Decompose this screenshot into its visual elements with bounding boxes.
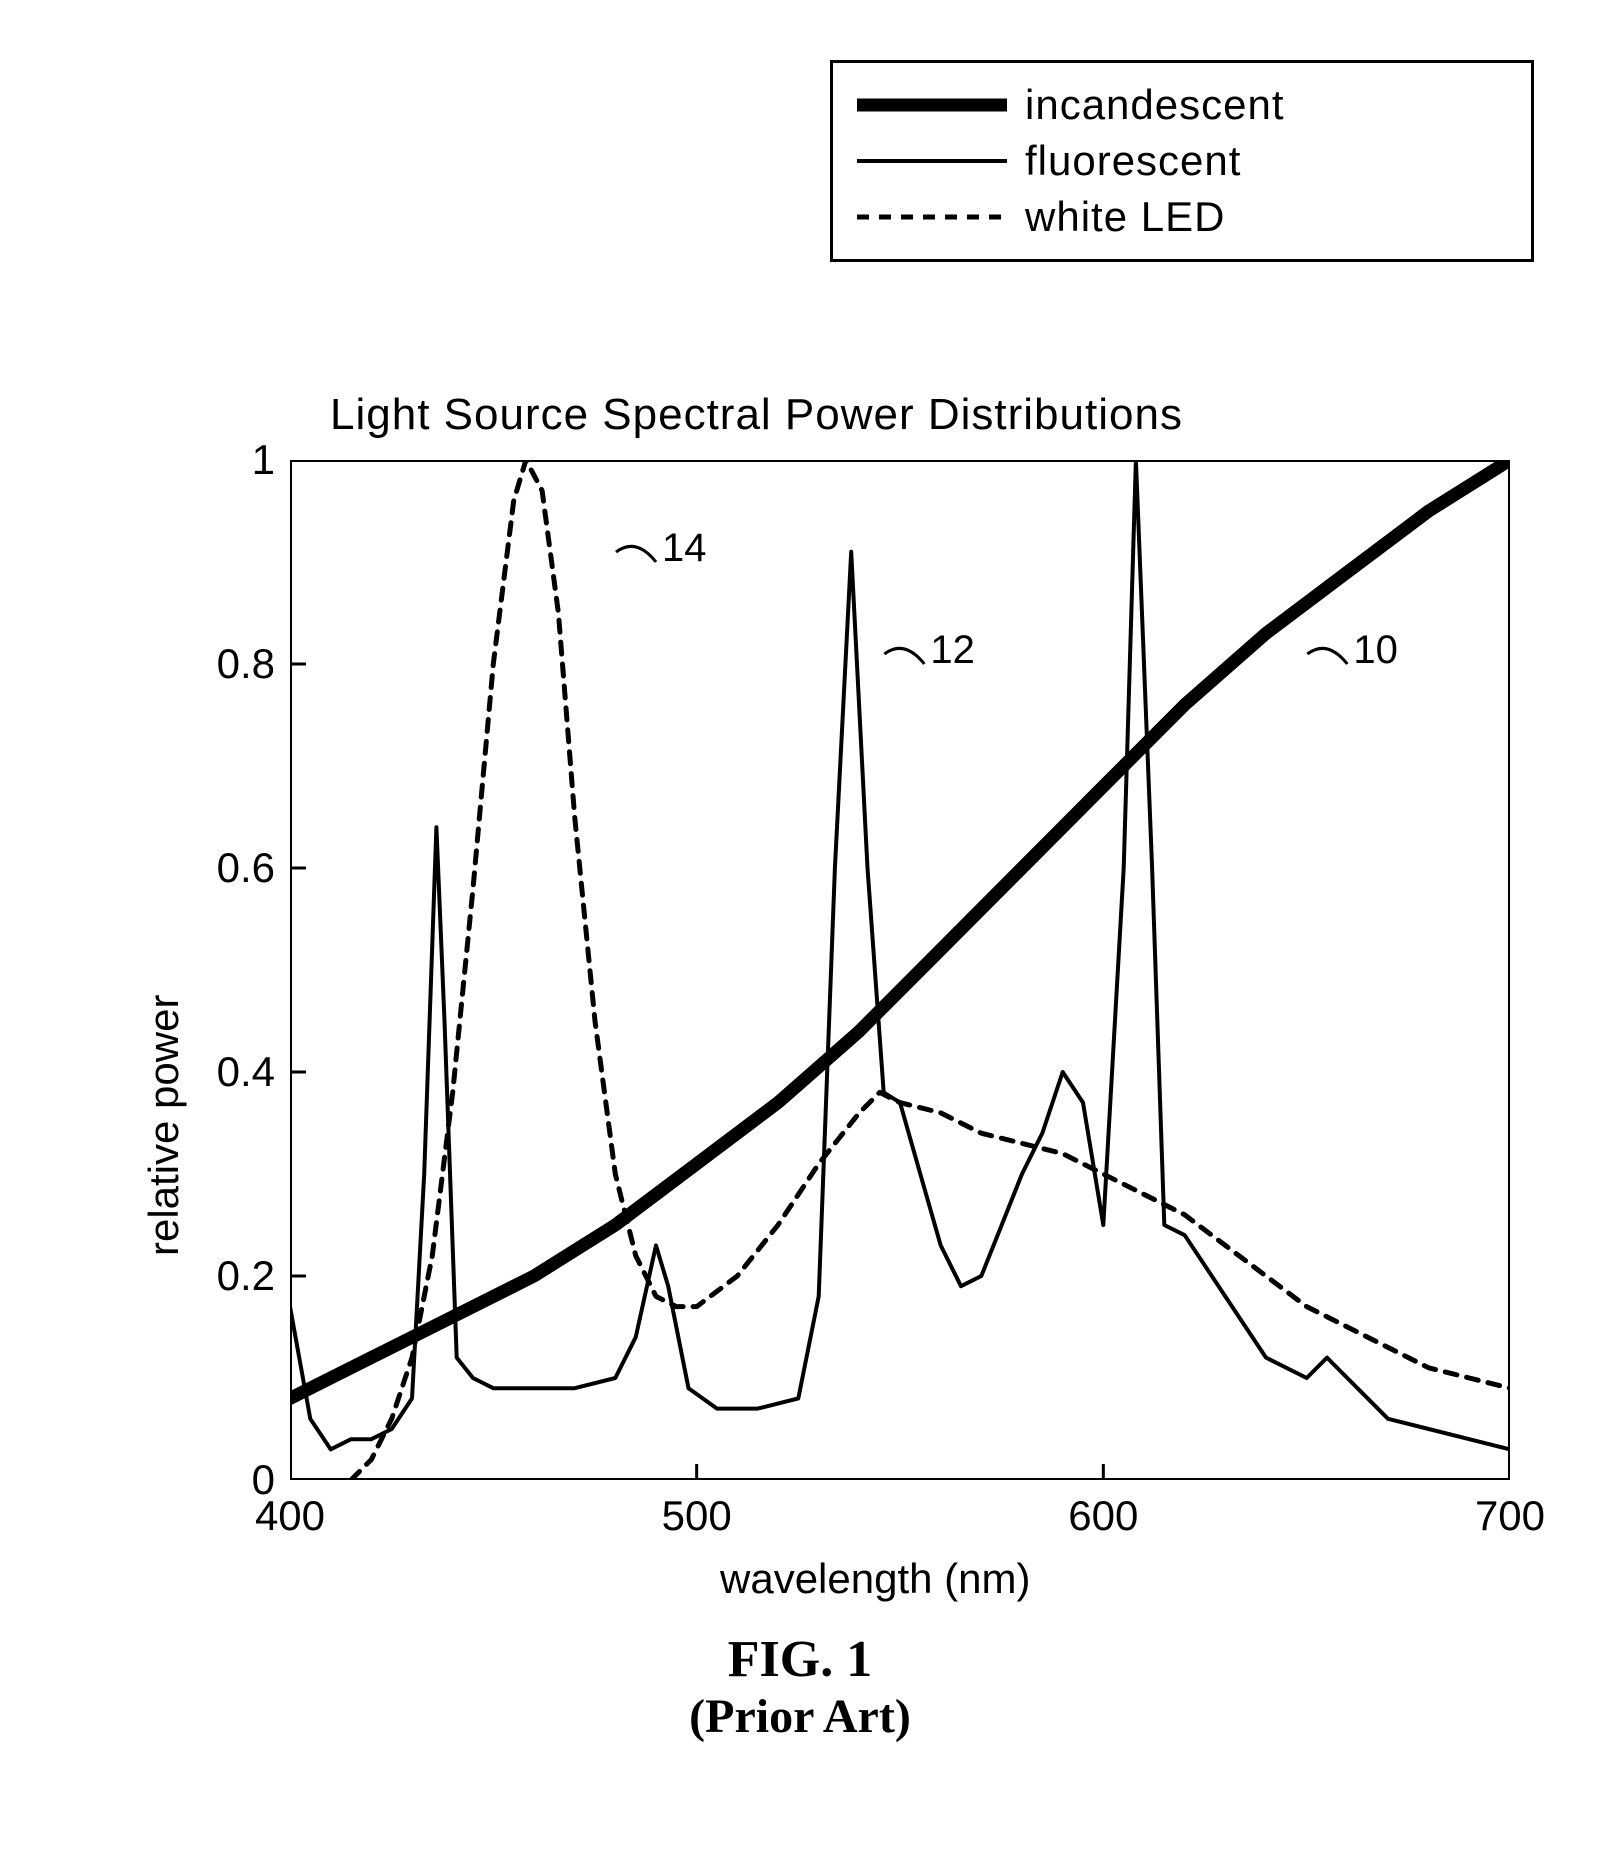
ytick-0.4: 0.4	[195, 1048, 275, 1096]
annotation-white_led: 14	[662, 526, 707, 571]
legend-label-fluorescent: fluorescent	[1025, 137, 1241, 185]
plot-area	[290, 460, 1510, 1480]
series-incandescent	[290, 460, 1510, 1398]
ytick-0.6: 0.6	[195, 844, 275, 892]
y-axis-label: relative power	[140, 994, 188, 1255]
xtick-500: 500	[652, 1492, 742, 1540]
caption-line2: (Prior Art)	[60, 1689, 1540, 1744]
ytick-0: 0	[195, 1456, 275, 1504]
legend-item-white_led: white LED	[857, 189, 1507, 245]
figure-caption: FIG. 1 (Prior Art)	[60, 1630, 1540, 1744]
legend-label-incandescent: incandescent	[1025, 81, 1285, 129]
ytick-0.2: 0.2	[195, 1252, 275, 1300]
series-white_led	[351, 460, 1510, 1480]
caption-line1: FIG. 1	[60, 1630, 1540, 1689]
xtick-700: 700	[1465, 1492, 1555, 1540]
chart-svg	[290, 460, 1510, 1480]
annotation-incandescent: 10	[1353, 628, 1398, 673]
legend-swatch-white_led	[857, 197, 1007, 237]
xtick-600: 600	[1058, 1492, 1148, 1540]
ytick-1: 1	[195, 436, 275, 484]
x-axis-label: wavelength (nm)	[720, 1555, 1030, 1603]
legend-item-incandescent: incandescent	[857, 77, 1507, 133]
legend-item-fluorescent: fluorescent	[857, 133, 1507, 189]
ytick-0.8: 0.8	[195, 640, 275, 688]
legend-swatch-fluorescent	[857, 141, 1007, 181]
legend-swatch-incandescent	[857, 85, 1007, 125]
legend: incandescent fluorescent white LED	[830, 60, 1534, 262]
legend-label-white_led: white LED	[1025, 193, 1225, 241]
annotation-fluorescent: 12	[930, 628, 975, 673]
chart-title: Light Source Spectral Power Distribution…	[330, 390, 1183, 440]
